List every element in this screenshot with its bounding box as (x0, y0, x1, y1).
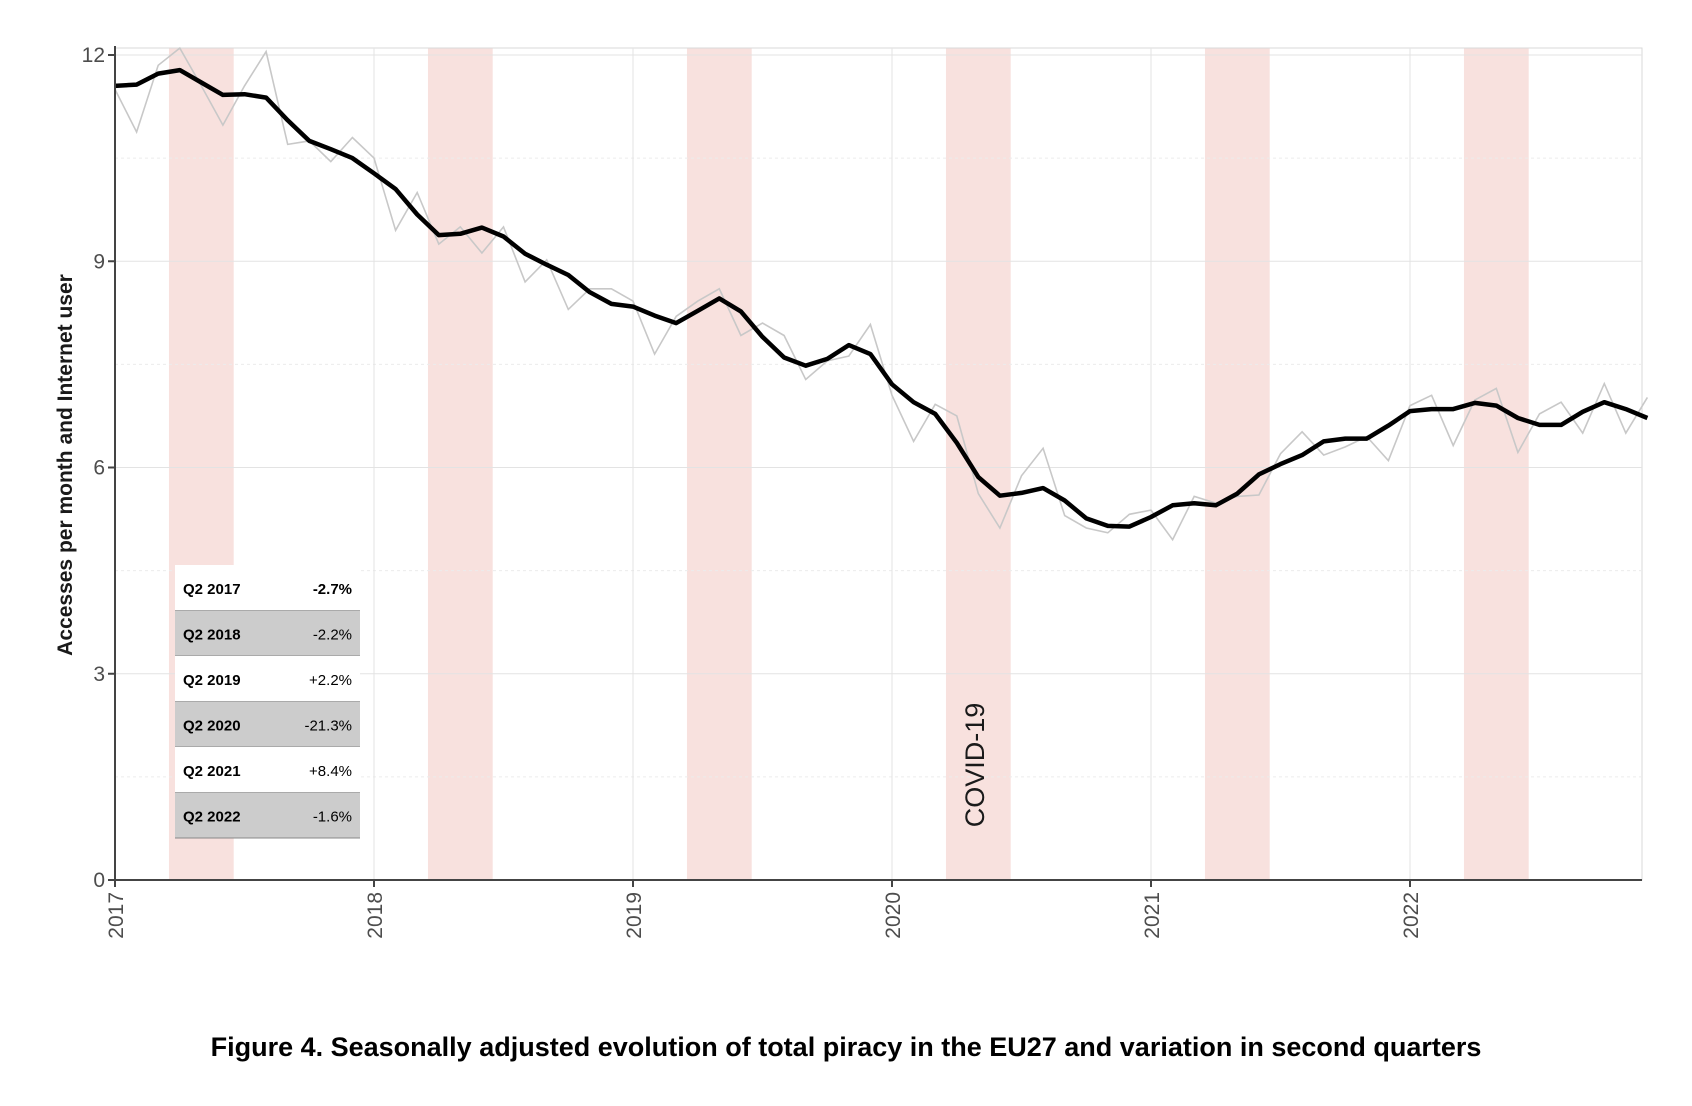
figure-caption: Figure 4. Seasonally adjusted evolution … (210, 1032, 1482, 1062)
x-tick-label-2020: 2020 (882, 892, 905, 939)
y-tick-label-6: 6 (93, 457, 105, 480)
table-row-label: Q2 2021 (183, 763, 241, 780)
table-row-value: -2.7% (313, 581, 352, 598)
table-row-label: Q2 2022 (183, 808, 241, 825)
q2-variation-table: Q2 2017 -2.7% Q2 2018 -2.2% Q2 2019 +2.2% Q2 2… (175, 565, 360, 839)
table-row (175, 610, 360, 656)
q2-band-6 (1463, 48, 1529, 880)
y-tick-label-12: 12 (82, 44, 105, 67)
table-row-value: +8.4% (309, 763, 352, 780)
table-row-label: Q2 2019 (183, 672, 241, 689)
y-axis-label: Accesses per month and Internet user (54, 274, 77, 656)
table-row-value: +2.2% (309, 672, 352, 689)
q2-band-4 (945, 48, 1011, 880)
table-row (175, 656, 360, 702)
x-tick-label-2018: 2018 (364, 892, 387, 939)
q2-band-2 (427, 48, 493, 880)
table-row-value: -2.2% (313, 626, 352, 643)
y-tick-label-9: 9 (93, 250, 105, 273)
table-row-label: Q2 2017 (183, 581, 241, 598)
table-row-value: -21.3% (304, 717, 352, 734)
table-row (175, 792, 360, 838)
table-row (175, 701, 360, 747)
table-row-label: Q2 2020 (183, 717, 241, 734)
raw-line (114, 46, 1649, 542)
table-row (175, 747, 360, 793)
x-tick-label-2017: 2017 (105, 892, 128, 939)
y-tick-label-0: 0 (93, 869, 105, 892)
seasonally-adjusted-series (114, 67, 1649, 529)
table-row-value: -1.6% (313, 808, 352, 825)
x-tick-label-2022: 2022 (1400, 892, 1423, 939)
table-row-label: Q2 2018 (183, 626, 241, 643)
piracy-chart: Q2 2017 -2.7% Q2 2018 -2.2% Q2 2019 +2.2% Q2 2… (54, 44, 1649, 939)
seasonally-adjusted-line (114, 67, 1649, 529)
axes: Accesses per month and Internet user 0 3 6… (54, 44, 1642, 939)
q2-band-5 (1204, 48, 1270, 880)
x-tick-label-2021: 2021 (1141, 892, 1164, 939)
covid-annotation: COVID-19 (960, 703, 990, 828)
table-row (175, 565, 360, 611)
raw-series (114, 46, 1649, 542)
x-tick-label-2019: 2019 (623, 892, 646, 939)
y-tick-label-3: 3 (93, 663, 105, 686)
q2-band-3 (686, 48, 752, 880)
shaded-q2-bands (168, 48, 1529, 880)
